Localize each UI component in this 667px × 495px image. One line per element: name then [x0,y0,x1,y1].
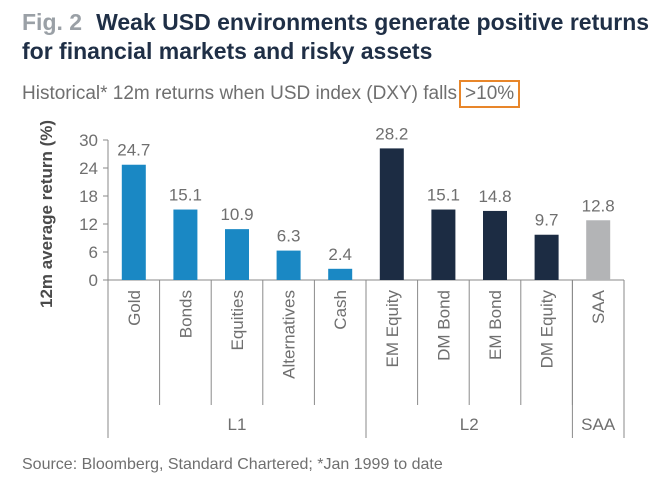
y-tick-label: 6 [89,243,98,262]
title-text: Weak USD environments generate positive … [22,9,650,64]
y-tick-label: 12 [79,215,98,234]
bar [225,229,249,280]
subtitle-highlight: >10% [459,80,521,108]
category-label: Gold [125,290,144,326]
chart-subtitle: Historical* 12m returns when USD index (… [22,80,521,108]
group-label: L1 [228,415,247,434]
category-label: DM Equity [538,290,557,369]
category-label: Cash [331,290,350,330]
bar [586,220,611,280]
category-label: SAA [589,289,608,324]
group-label: L2 [460,415,479,434]
bar [379,148,404,280]
bar [173,209,198,280]
figure-label: Fig. 2 [22,9,83,35]
category-label: Bonds [176,290,195,338]
category-label: DM Bond [434,290,453,361]
bar-value-label: 6.3 [277,227,301,246]
y-tick-label: 30 [79,131,98,150]
source-note: Source: Bloomberg, Standard Chartered; *… [22,456,443,473]
bar [483,210,507,280]
bar-value-label: 15.1 [169,186,202,205]
category-label: EM Equity [383,290,402,368]
bar-value-label: 12.8 [582,196,615,215]
group-label: SAA [581,415,616,434]
bar [121,164,146,280]
category-label: Alternatives [280,290,299,379]
bar-value-label: 9.7 [535,211,559,230]
bar-value-label: 28.2 [375,124,408,143]
y-tick-label: 24 [79,159,98,178]
bar-value-label: 2.4 [328,245,352,264]
y-axis-title: 12m average return (%) [37,120,56,308]
bar [431,209,456,280]
y-tick-label: 18 [79,187,98,206]
bar-value-label: 10.9 [220,205,253,224]
bar-chart: 12m average return (%) 0 6 12 18 24 30 24.7 Gold… [37,120,625,438]
category-label: Equities [228,290,247,350]
bar-value-label: 15.1 [427,186,460,205]
bar [328,268,353,280]
bar [534,234,559,280]
bar-value-label: 14.8 [478,187,511,206]
category-label: EM Bond [486,290,505,360]
bar-value-label: 24.7 [117,141,150,160]
bar [276,250,301,280]
chart-title: Fig. 2 Weak USD environments generate pos… [22,8,652,66]
y-tick-label: 0 [89,271,98,290]
subtitle-text: Historical* 12m returns when USD index (… [22,83,458,104]
